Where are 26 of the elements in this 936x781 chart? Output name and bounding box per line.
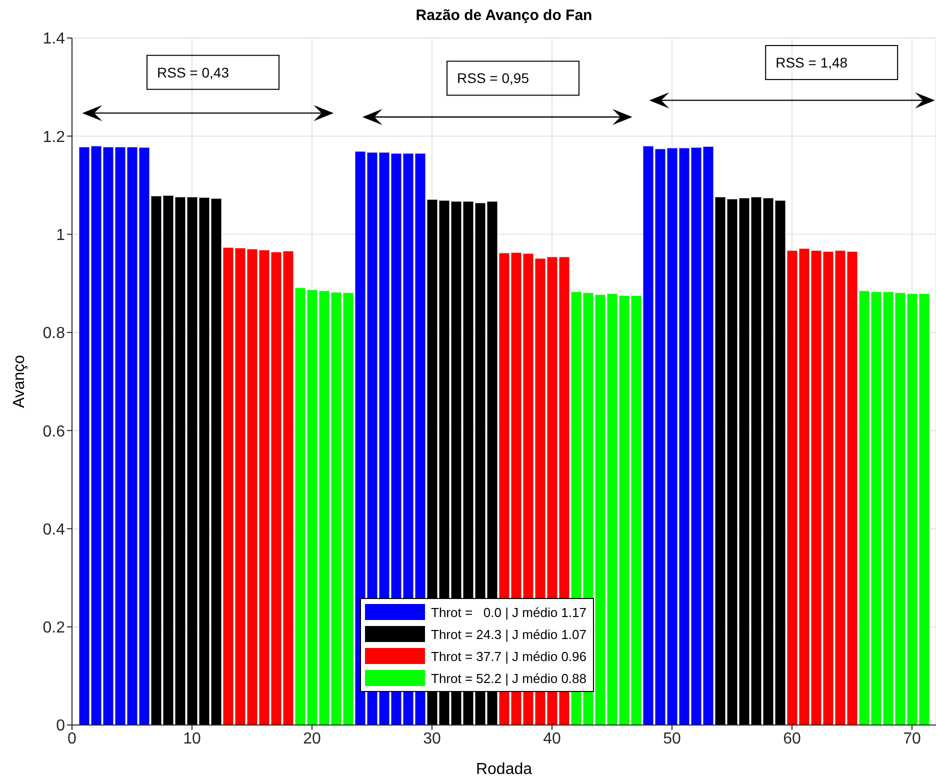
y-tick-label: 0.2: [42, 620, 66, 637]
x-tick-label: 70: [903, 730, 921, 748]
y-axis-title: Avanço: [11, 354, 28, 408]
y-tick-label: 0: [56, 718, 66, 735]
x-tick-label: 10: [183, 730, 201, 748]
y-tick-label: 0.6: [42, 423, 66, 440]
legend-label: Throt = 52.2 | J médio 0.88: [431, 670, 586, 686]
annotation: RSS = 0,95: [457, 70, 530, 86]
x-tick-label: 0: [68, 730, 77, 748]
legend-label: Throt = 37.7 | J médio 0.96: [431, 648, 586, 664]
x-tick-label: 20: [303, 730, 321, 748]
y-tick-label: 0.4: [42, 521, 66, 538]
x-tick-label: 40: [543, 730, 561, 748]
x-axis-title: Rodada: [476, 761, 532, 778]
legend-label: Throt = 0.0 | J médio 1.17: [431, 604, 586, 620]
y-tick-label: 1.2: [42, 128, 66, 146]
annotation: RSS = 0,43: [157, 64, 230, 80]
legend-label: Throt = 24.3 | J médio 1.07: [431, 626, 586, 642]
y-tick-label: 1.4: [42, 30, 66, 48]
x-tick-label: 50: [663, 730, 681, 748]
y-tick-label: 1: [56, 226, 66, 244]
x-tick-label: 30: [423, 730, 441, 748]
chart-title: Razão de Avanço do Fan: [416, 7, 592, 24]
x-tick-label: 60: [783, 730, 801, 748]
annotation: RSS = 1,48: [776, 54, 848, 71]
y-tick-label: 0.8: [42, 325, 66, 342]
